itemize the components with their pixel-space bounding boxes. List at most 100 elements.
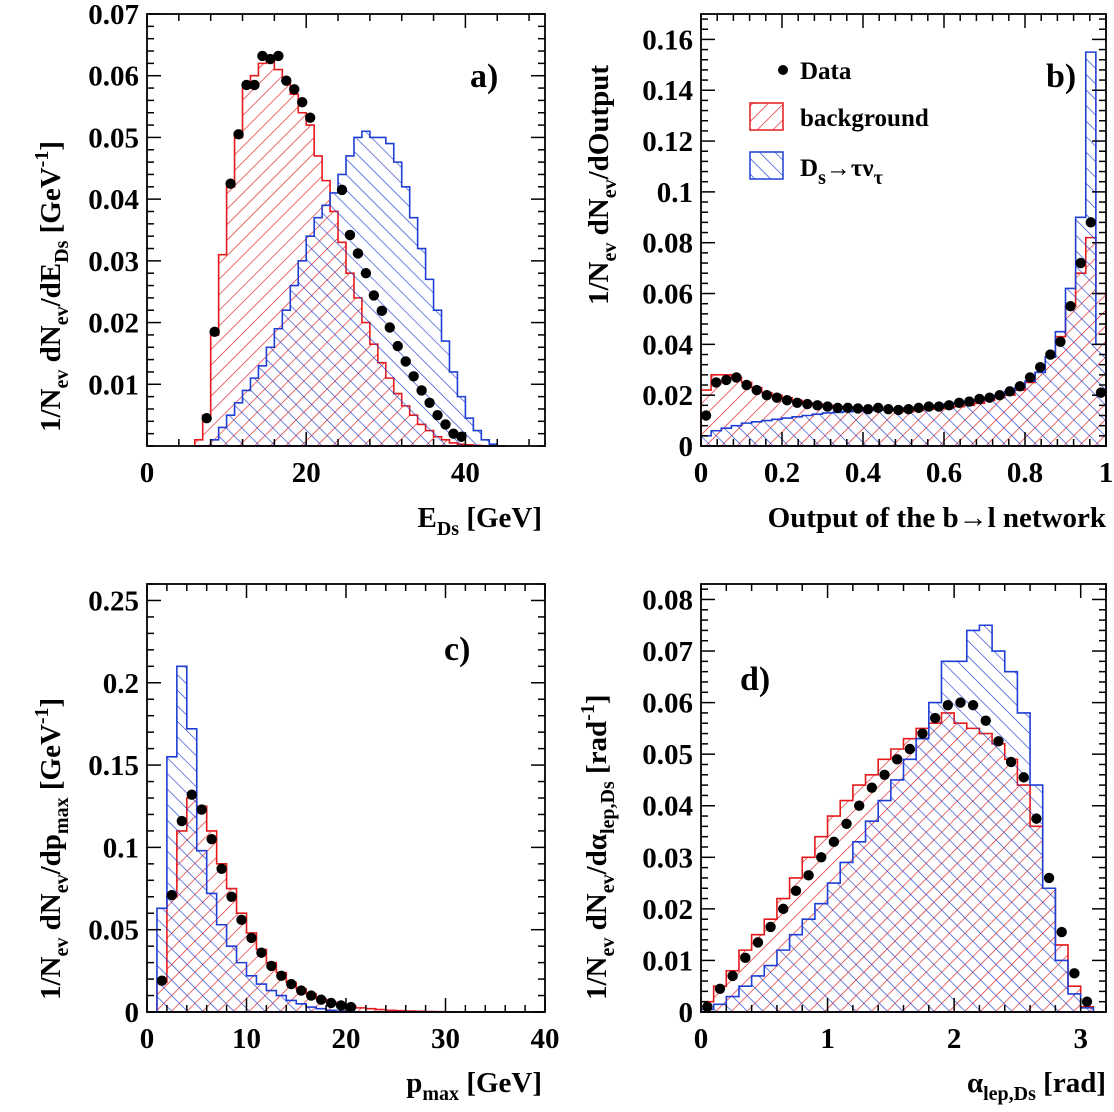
panel-d-label: d) [740,661,770,698]
panel-d-data-point [993,736,1004,747]
panel-d-data-point [1081,996,1093,1007]
panel-a-data-point [392,340,403,352]
panel-d-data-point [904,743,916,755]
panel-d-data-point [1018,772,1029,783]
legend-signal-label: Ds→τντ [800,155,883,189]
panel-a-data-point [416,385,427,396]
panel-a-data-point [336,184,348,196]
panel-b-data-point [1085,217,1097,228]
panel-a-data-point [273,50,284,62]
panel-d-data-point [891,754,903,765]
panel-b-data-point [872,402,884,414]
panel-a-ytick-label: 0.01 [88,369,139,401]
panel-a-data-point [249,79,260,91]
panel-a-data-point [281,75,292,86]
panel-b-data-point [1034,362,1046,373]
panel-a-data-point [448,428,459,439]
panel-b-data-point [781,395,793,406]
panel-b-data-point [1065,301,1076,312]
panel-c-data-point [335,1000,347,1011]
panel-b-label: b) [1046,58,1076,95]
panel-a-plot: 0.01 0.02 0.03 0.04 0.05 0.06 0.07 0 20 40 [88,0,546,489]
panel-c-data-point [305,990,317,1001]
panel-d-data-point [879,769,890,780]
panel-d-data-point [790,885,802,897]
panel-b-ytick-label: 0.04 [642,329,693,361]
panel-d-data-point [816,852,827,863]
panel-b-data-point [822,401,833,412]
panel-d-data-point [778,903,789,915]
legend: Data background Ds→τντ [749,58,929,189]
panel-b-data-point [1095,387,1107,398]
panel-c-data-point [236,914,247,926]
panel-d-xtick-label: 3 [1073,1023,1088,1055]
panel-b-data-point [710,377,722,388]
panel-a-ytick-label: 0.07 [88,0,139,31]
panel-b-data-point [964,396,975,407]
panel-d-data-point [854,800,865,811]
panel-c-data-point [256,947,267,958]
panel-a-data-point [304,112,316,123]
panel-a-ytick-label: 0.05 [88,122,139,154]
panel-b-data-point [1055,336,1066,348]
panel-b: 0 0.02 0.04 0.06 0.08 0.1 0.12 0.14 0.16 0 0.2 0.4 0… [583,13,1113,534]
panel-b-ylabel: 1/Nev dNev/dOutput [583,65,621,305]
panel-a-data-point [376,305,388,317]
panel-d-ytick-label: 0.06 [642,688,693,720]
panel-c-ytick-label: 0.1 [103,832,139,864]
panel-b-ytick-label: 0.12 [642,126,693,158]
panel-d-data-point [1056,926,1067,938]
panel-a-data-point [384,322,395,333]
panel-d-ylabel: 1/Nev dNev/dαlep,Ds [rad-1] [577,694,619,1000]
panel-d-data-point [866,782,878,793]
panel-a-xtick-label: 0 [140,457,155,489]
panel-a-data-point [360,268,372,279]
panel-d-data-point [841,818,852,829]
panel-a-frame [146,13,546,447]
panel-b-ytick-label: 0.02 [642,380,693,412]
panel-b-ytick-label: 0 [679,431,694,463]
panel-d: 0 0.01 0.02 0.03 0.04 0.05 0.06 0.07 0.08 0 1 2 3 d)… [577,583,1107,1105]
panel-b-ytick-label: 0.08 [642,228,693,260]
panel-c: 0 0.05 0.1 0.15 0.2 0.25 0 10 20 30 40 c) pmax [Ge… [31,583,560,1105]
panel-d-data-point [1069,968,1080,979]
panel-b-data-point [1045,349,1056,360]
panel-b-ytick-label: 0.1 [657,177,693,209]
panel-a-data-point [209,326,220,338]
panel-d-data-point [1005,756,1017,768]
panel-a-data-point [368,290,380,301]
panel-d-data-point [714,983,726,994]
panel-a-label: a) [470,58,498,95]
panel-b-data-point [1075,257,1086,269]
panel-a-xtick-label: 20 [292,457,321,489]
panel-b-xtick-label: 0.2 [764,457,800,489]
panel-a-data-point [289,84,300,95]
panel-b-data-point [812,400,823,411]
panel-a-data-point [257,50,268,62]
panel-c-data-point [276,970,287,981]
panel-c-data-point [176,815,188,827]
panel-d-data-point [980,715,991,726]
panel-a-data-point [400,356,411,367]
panel-b-data-point [721,374,732,386]
panel-b-data-point [751,384,762,396]
panel-b-data-point [802,398,813,410]
panel-c-data-point [156,975,168,986]
panel-b-data-point [1014,381,1026,392]
panel-b-xtick-label: 0.4 [845,457,881,489]
panel-c-xlabel: pmax [GeV] [406,1067,542,1105]
panel-a-hist-signal [194,130,506,447]
panel-b-data-point [923,401,935,412]
panel-d-data-point [752,937,764,948]
panel-b-xlabel: Output of the b→l network [768,502,1107,534]
panel-b-data-point [741,379,752,391]
panel-c-data-point [206,833,217,845]
panel-d-xtick-label: 0 [694,1023,709,1055]
panel-b-data-point [1004,386,1016,397]
panel-a-ytick-label: 0.03 [88,246,139,278]
panel-c-xtick-label: 20 [332,1023,361,1055]
panel-a-data-point [241,79,252,91]
panel-b-data-point [862,403,874,415]
panel-a-data-point [432,409,443,421]
